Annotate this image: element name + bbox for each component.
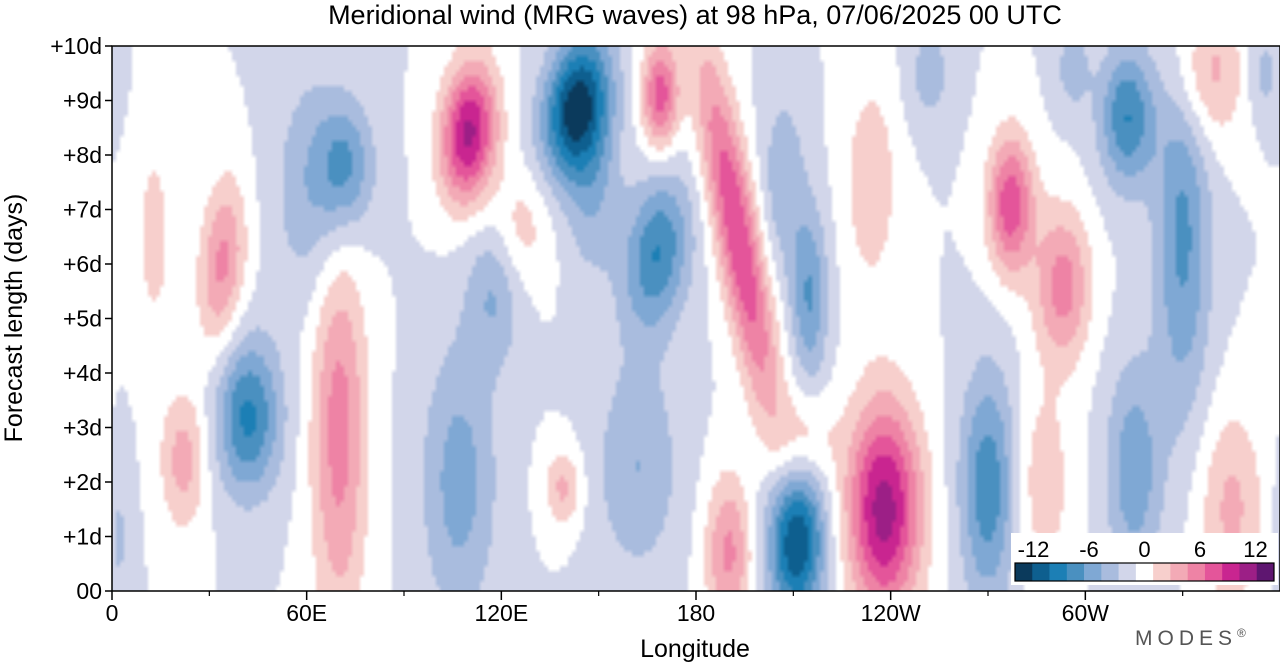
colorbar-swatch (1049, 563, 1068, 581)
colorbar-label: 12 (1243, 537, 1267, 562)
x-tick-label: 60E (286, 600, 327, 626)
y-tick-label: +7d (63, 197, 102, 223)
colorbar-label: 6 (1194, 537, 1206, 562)
x-axis: 0 60E 120E 180 120W 60W (106, 591, 1184, 626)
colorbar-swatch (1084, 563, 1102, 581)
y-tick-label: +4d (63, 360, 102, 386)
colorbar-swatch (1239, 563, 1258, 581)
colorbar-swatch (1153, 563, 1171, 581)
y-tick-label: +9d (63, 88, 102, 114)
colorbar-swatch (1101, 563, 1119, 581)
colorbar-swatch (1135, 563, 1154, 581)
brand-mark: ® (1237, 626, 1246, 640)
y-tick-label: +2d (63, 469, 102, 495)
contour-field (112, 46, 1280, 591)
y-tick-label: +6d (63, 251, 102, 277)
colorbar-swatch (1187, 563, 1206, 581)
y-tick-label: +3d (63, 415, 102, 441)
colorbar-swatch (1066, 563, 1085, 581)
colorbar-swatch (1170, 563, 1188, 581)
colorbar-swatch (1256, 563, 1275, 581)
colorbar-swatch (1222, 563, 1240, 581)
x-axis-label: Longitude (640, 635, 750, 663)
colorbar-swatch (1032, 563, 1050, 581)
colorbar-frame (1014, 562, 1275, 582)
y-tick-label: +1d (63, 524, 102, 550)
x-tick-label: 0 (106, 600, 119, 626)
colorbar-swatch (1015, 563, 1033, 581)
x-tick-label: 120W (861, 600, 921, 626)
x-tick-label: 120E (474, 600, 528, 626)
chart-title: Meridional wind (MRG waves) at 98 hPa, 0… (328, 0, 1062, 30)
y-tick-label: +10d (50, 33, 102, 59)
brand-name: MODES (1135, 627, 1237, 650)
y-tick-label: +8d (63, 142, 102, 168)
y-axis: 00 +1d +2d +3d +4d +5d +6d +7d +8d +9d +10d (50, 33, 112, 604)
colorbar: -12 -6 0 6 12 (1011, 533, 1278, 585)
x-tick-label: 60W (1062, 600, 1110, 626)
brand-logo: MODES® (1135, 626, 1246, 650)
colorbar-swatch (1204, 563, 1223, 581)
colorbar-swatch (1118, 563, 1137, 581)
x-tick-label: 180 (677, 600, 715, 626)
colorbar-label: -12 (1018, 537, 1050, 562)
contour-raster (112, 46, 1280, 591)
y-tick-label: +5d (63, 306, 102, 332)
y-tick-label: 00 (76, 578, 102, 604)
colorbar-label: 0 (1138, 537, 1150, 562)
colorbar-label: -6 (1079, 537, 1099, 562)
y-axis-label: Forecast length (days) (0, 194, 28, 443)
